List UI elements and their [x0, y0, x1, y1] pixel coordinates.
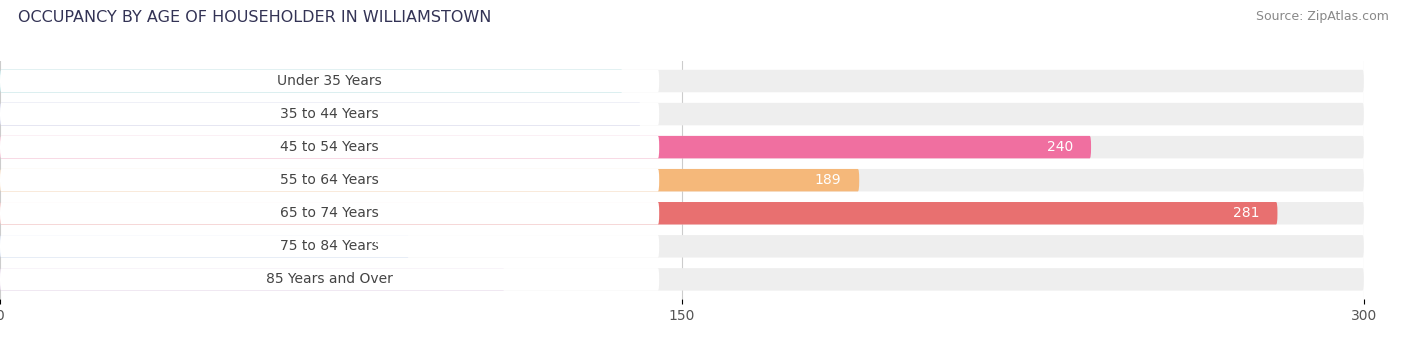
FancyBboxPatch shape	[0, 169, 659, 191]
FancyBboxPatch shape	[0, 202, 1364, 224]
FancyBboxPatch shape	[0, 202, 1278, 224]
Text: OCCUPANCY BY AGE OF HOUSEHOLDER IN WILLIAMSTOWN: OCCUPANCY BY AGE OF HOUSEHOLDER IN WILLI…	[18, 10, 492, 25]
FancyBboxPatch shape	[0, 268, 505, 291]
Text: 55 to 64 Years: 55 to 64 Years	[280, 173, 380, 187]
Text: 65 to 74 Years: 65 to 74 Years	[280, 206, 380, 220]
Text: 111: 111	[460, 272, 486, 286]
Text: 85 Years and Over: 85 Years and Over	[266, 272, 394, 286]
FancyBboxPatch shape	[0, 103, 1364, 125]
Text: 240: 240	[1046, 140, 1073, 154]
FancyBboxPatch shape	[0, 169, 1364, 191]
FancyBboxPatch shape	[0, 235, 659, 258]
FancyBboxPatch shape	[0, 235, 409, 258]
Text: 281: 281	[1233, 206, 1260, 220]
Text: 137: 137	[578, 74, 605, 88]
FancyBboxPatch shape	[0, 70, 623, 92]
Text: 141: 141	[596, 107, 623, 121]
Text: 35 to 44 Years: 35 to 44 Years	[280, 107, 378, 121]
FancyBboxPatch shape	[0, 136, 1364, 158]
FancyBboxPatch shape	[0, 235, 1364, 258]
Text: 45 to 54 Years: 45 to 54 Years	[280, 140, 378, 154]
FancyBboxPatch shape	[0, 70, 659, 92]
FancyBboxPatch shape	[0, 136, 659, 158]
FancyBboxPatch shape	[0, 136, 1091, 158]
FancyBboxPatch shape	[0, 103, 659, 125]
FancyBboxPatch shape	[0, 202, 659, 224]
Text: 189: 189	[814, 173, 841, 187]
Text: Under 35 Years: Under 35 Years	[277, 74, 382, 88]
FancyBboxPatch shape	[0, 268, 1364, 291]
FancyBboxPatch shape	[0, 169, 859, 191]
FancyBboxPatch shape	[0, 268, 659, 291]
FancyBboxPatch shape	[0, 103, 641, 125]
Text: Source: ZipAtlas.com: Source: ZipAtlas.com	[1256, 10, 1389, 23]
Text: 75 to 84 Years: 75 to 84 Years	[280, 239, 380, 253]
FancyBboxPatch shape	[0, 70, 1364, 92]
Text: 90: 90	[374, 239, 391, 253]
